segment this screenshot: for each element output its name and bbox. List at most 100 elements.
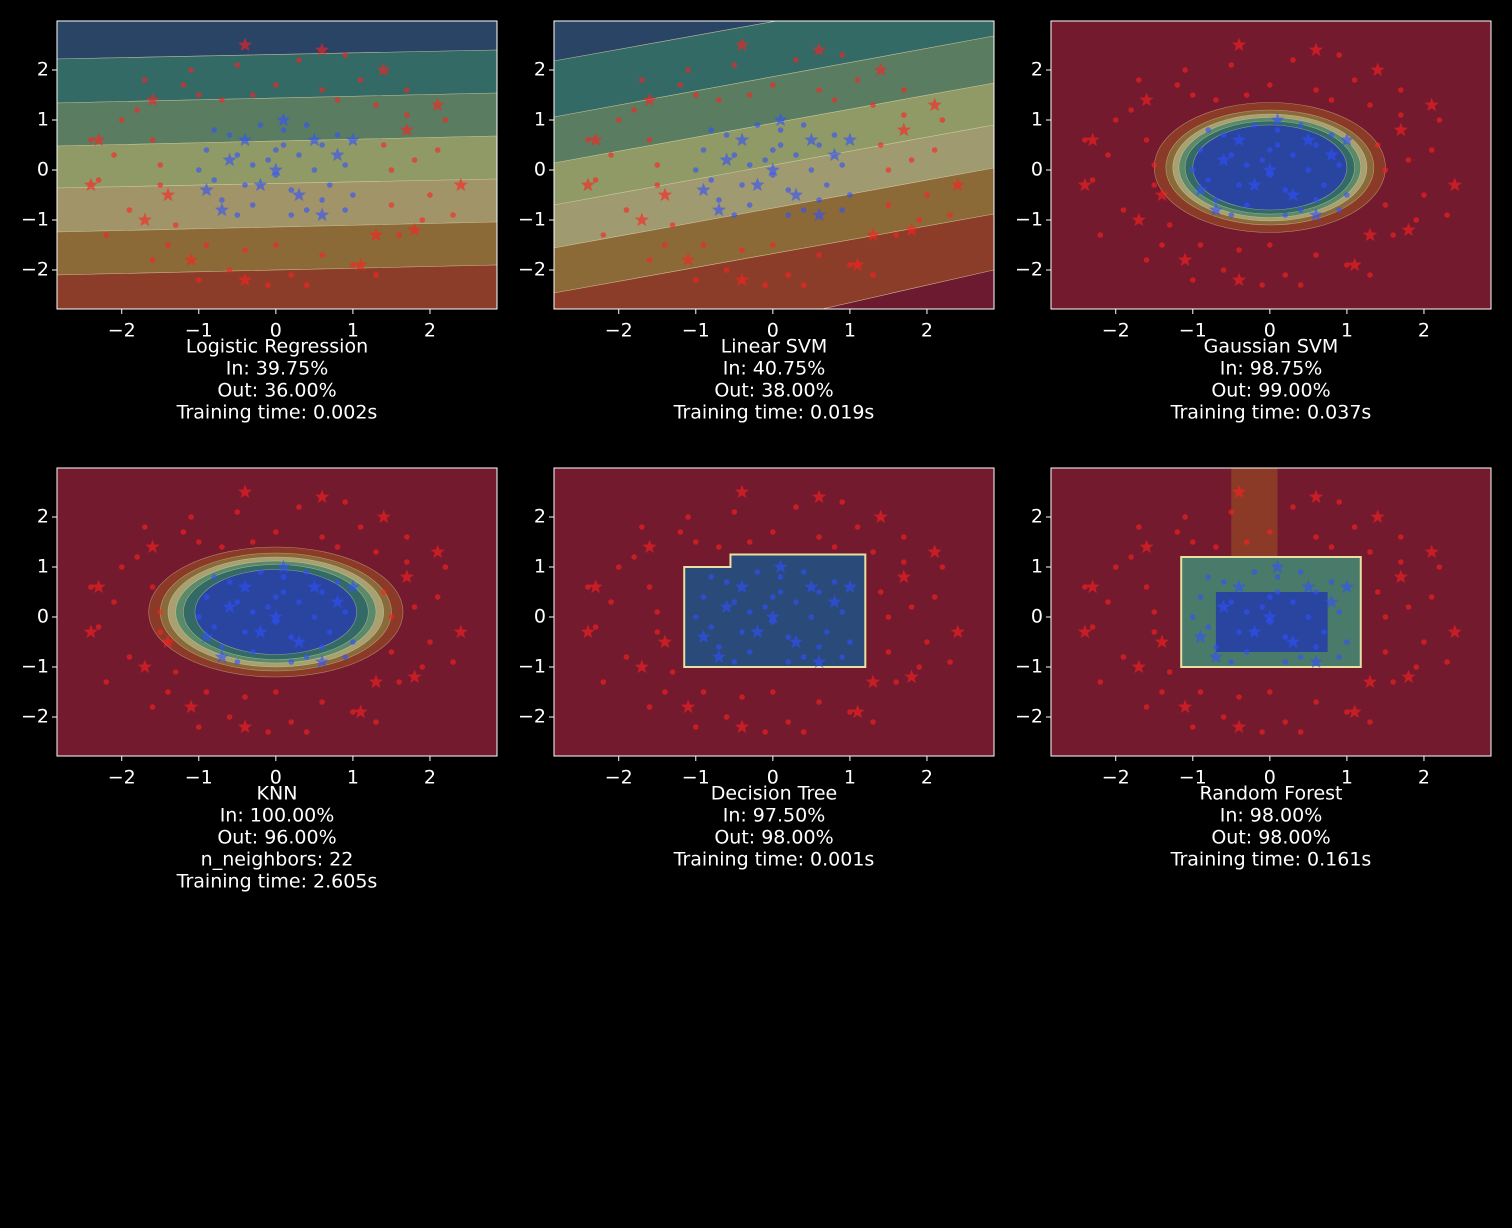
point: [692, 277, 699, 283]
y-tick-label: 2: [534, 59, 546, 81]
point: [1177, 252, 1193, 267]
point: [947, 659, 953, 665]
point: [1328, 544, 1335, 550]
subplot-caption: In: 98.00%: [1220, 805, 1323, 827]
point: [1274, 127, 1281, 133]
subplot-caption: In: 98.75%: [1220, 358, 1323, 380]
point: [219, 644, 225, 650]
point: [885, 614, 892, 620]
point: [1216, 599, 1231, 614]
point: [927, 544, 942, 559]
point: [1328, 97, 1335, 103]
point: [1077, 624, 1092, 639]
point: [639, 77, 645, 83]
point: [280, 589, 287, 595]
x-tick-label: 0: [1264, 767, 1276, 789]
point: [203, 242, 210, 248]
point: [931, 594, 938, 600]
point: [396, 679, 402, 685]
point: [353, 704, 368, 719]
point: [411, 157, 418, 163]
point: [1313, 87, 1319, 93]
point: [234, 509, 241, 515]
point: [1231, 132, 1247, 147]
point: [83, 624, 98, 639]
point: [342, 207, 348, 213]
point: [411, 604, 418, 610]
x-tick-label: 0: [767, 320, 779, 342]
point: [211, 624, 217, 630]
point: [785, 212, 792, 218]
point: [762, 157, 768, 163]
point: [350, 639, 356, 645]
point: [646, 704, 653, 710]
y-tick-label: −2: [518, 706, 546, 728]
point: [1274, 142, 1281, 148]
point: [1189, 92, 1196, 98]
point: [754, 569, 761, 575]
point: [345, 579, 360, 594]
point: [419, 664, 426, 670]
point: [788, 634, 804, 649]
point: [873, 62, 888, 77]
point: [376, 62, 391, 77]
point: [195, 167, 202, 173]
point: [808, 167, 815, 173]
point: [811, 654, 827, 669]
point: [1382, 614, 1389, 620]
decision-region: [554, 124, 994, 249]
point: [700, 242, 707, 248]
point: [145, 539, 160, 554]
point: [427, 639, 433, 645]
point: [1213, 97, 1219, 103]
point: [746, 539, 753, 545]
point: [222, 152, 237, 167]
point: [434, 594, 441, 600]
point: [149, 257, 156, 263]
point: [1267, 689, 1273, 695]
point: [453, 177, 468, 192]
point: [746, 162, 753, 168]
point: [592, 624, 599, 630]
x-tick-label: 1: [347, 320, 359, 342]
point: [1251, 122, 1258, 128]
point: [303, 569, 310, 575]
point: [226, 267, 233, 273]
point: [662, 242, 668, 248]
subplot-caption: Out: 38.00%: [714, 380, 833, 402]
point: [1205, 127, 1211, 133]
point: [1297, 569, 1304, 575]
point: [734, 37, 750, 52]
point: [195, 724, 202, 730]
point: [850, 704, 865, 719]
point: [1313, 142, 1319, 148]
decision-region: [57, 21, 497, 60]
point: [1320, 182, 1327, 188]
point: [195, 92, 202, 98]
point: [634, 212, 649, 227]
subplot-caption: In: 97.50%: [723, 805, 826, 827]
point: [1313, 589, 1319, 595]
point: [896, 122, 911, 137]
point: [234, 152, 241, 158]
point: [1262, 609, 1277, 624]
x-tick-label: −2: [108, 767, 136, 789]
point: [731, 659, 738, 665]
point: [885, 167, 892, 173]
point: [800, 729, 807, 735]
point: [1344, 709, 1350, 715]
x-tick-label: −1: [682, 767, 710, 789]
point: [870, 102, 876, 108]
point: [600, 679, 607, 685]
point: [195, 277, 202, 283]
point: [585, 584, 591, 590]
point: [700, 147, 707, 153]
point: [1320, 629, 1327, 635]
point: [1305, 167, 1312, 173]
axes-frame: [56, 20, 498, 310]
point: [750, 177, 765, 192]
subplot-caption: Out: 98.00%: [1211, 827, 1330, 849]
point: [901, 87, 907, 93]
point: [893, 232, 899, 238]
point: [334, 97, 341, 103]
